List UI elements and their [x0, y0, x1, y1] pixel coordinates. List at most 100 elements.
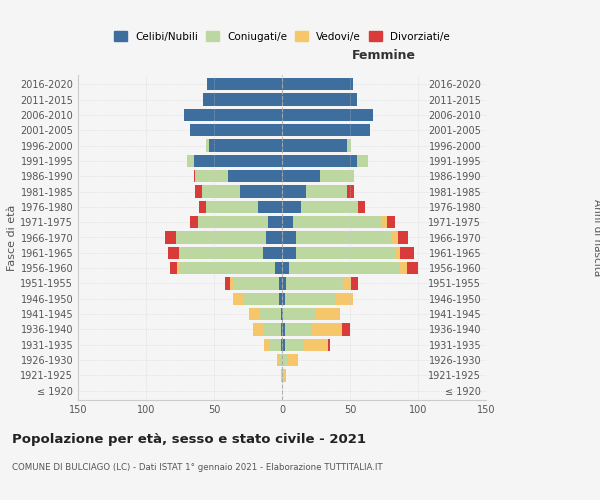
Bar [165, 231, 176, 244]
Text: Femmine: Femmine [352, 49, 416, 62]
Bar [282, 231, 296, 244]
Bar [170, 262, 177, 274]
Bar [209, 139, 282, 152]
Bar [293, 216, 381, 228]
Bar [282, 108, 373, 121]
Bar [180, 262, 275, 274]
Bar [391, 231, 398, 244]
Text: COMUNE DI BULCIAGO (LC) - Dati ISTAT 1° gennaio 2021 - Elaborazione TUTTITALIA.I: COMUNE DI BULCIAGO (LC) - Dati ISTAT 1° … [12, 462, 383, 471]
Bar [285, 323, 312, 336]
Bar [257, 200, 282, 213]
Bar [301, 200, 358, 213]
Bar [357, 154, 368, 167]
Bar [282, 369, 283, 382]
Bar [343, 277, 352, 290]
Bar [282, 216, 293, 228]
Bar [265, 338, 270, 351]
Bar [190, 124, 282, 136]
Bar [207, 78, 282, 90]
Bar [277, 354, 279, 366]
Bar [281, 323, 282, 336]
Bar [240, 185, 282, 198]
Bar [296, 246, 395, 259]
Y-axis label: Fasce di età: Fasce di età [7, 204, 17, 270]
Bar [194, 154, 282, 167]
Bar [279, 292, 282, 305]
Bar [281, 369, 282, 382]
Bar [282, 292, 285, 305]
Bar [279, 354, 282, 366]
Bar [312, 323, 342, 336]
Bar [407, 262, 418, 274]
Bar [199, 200, 206, 213]
Bar [400, 246, 414, 259]
Bar [282, 308, 283, 320]
Bar [304, 338, 328, 351]
Bar [230, 277, 233, 290]
Bar [225, 277, 230, 290]
Bar [176, 231, 266, 244]
Bar [242, 292, 279, 305]
Bar [282, 246, 296, 259]
Bar [194, 170, 195, 182]
Bar [168, 246, 179, 259]
Bar [197, 216, 268, 228]
Bar [358, 200, 365, 213]
Bar [282, 262, 289, 274]
Bar [289, 262, 400, 274]
Bar [398, 231, 409, 244]
Bar [265, 323, 281, 336]
Bar [184, 108, 282, 121]
Bar [282, 323, 285, 336]
Bar [307, 185, 347, 198]
Bar [282, 338, 285, 351]
Bar [283, 308, 316, 320]
Bar [279, 277, 282, 290]
Bar [282, 139, 347, 152]
Bar [395, 246, 400, 259]
Bar [203, 93, 282, 106]
Bar [400, 262, 407, 274]
Bar [283, 369, 286, 382]
Bar [282, 200, 301, 213]
Bar [250, 308, 259, 320]
Bar [268, 216, 282, 228]
Bar [190, 216, 197, 228]
Text: Popolazione per età, sesso e stato civile - 2021: Popolazione per età, sesso e stato civil… [12, 432, 366, 446]
Bar [320, 170, 354, 182]
Bar [387, 216, 395, 228]
Text: Anni di nascita: Anni di nascita [592, 199, 600, 276]
Bar [195, 170, 227, 182]
Bar [266, 231, 282, 244]
Bar [352, 277, 358, 290]
Bar [202, 185, 240, 198]
Bar [179, 246, 263, 259]
Bar [316, 308, 340, 320]
Bar [275, 262, 282, 274]
Bar [263, 246, 282, 259]
Bar [296, 231, 391, 244]
Bar [285, 338, 304, 351]
Bar [328, 338, 329, 351]
Bar [282, 277, 286, 290]
Bar [347, 139, 352, 152]
Bar [282, 154, 357, 167]
Bar [270, 338, 281, 351]
Bar [259, 308, 281, 320]
Bar [282, 185, 307, 198]
Bar [381, 216, 387, 228]
Legend: Celibi/Nubili, Coniugati/e, Vedovi/e, Divorziati/e: Celibi/Nubili, Coniugati/e, Vedovi/e, Di… [114, 32, 450, 42]
Bar [233, 277, 279, 290]
Bar [281, 338, 282, 351]
Bar [177, 262, 180, 274]
Bar [285, 292, 337, 305]
Bar [206, 139, 209, 152]
Bar [337, 292, 353, 305]
Bar [282, 124, 370, 136]
Bar [253, 323, 265, 336]
Bar [287, 354, 298, 366]
Bar [282, 170, 320, 182]
Bar [206, 200, 257, 213]
Bar [282, 93, 357, 106]
Bar [281, 308, 282, 320]
